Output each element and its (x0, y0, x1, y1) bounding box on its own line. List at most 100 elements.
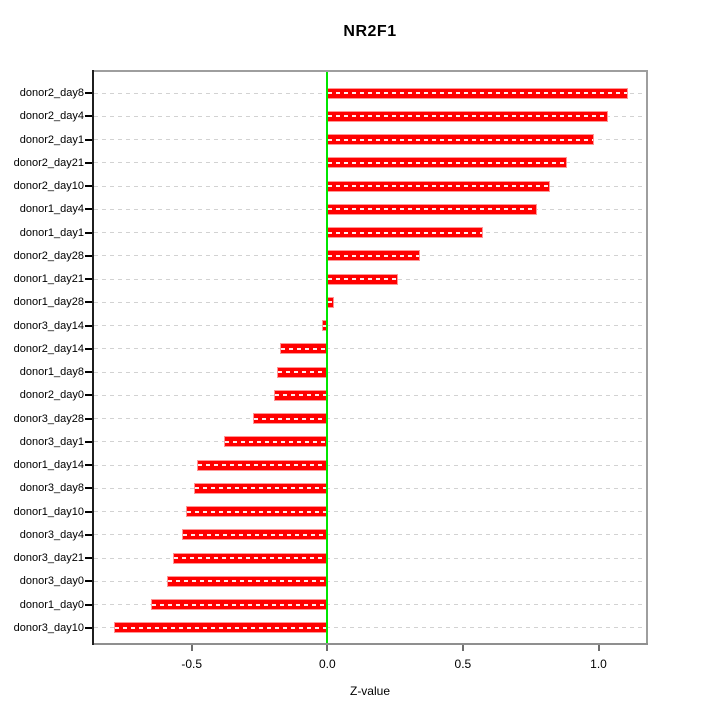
y-tick (85, 557, 92, 560)
bar-grid-overlay (225, 440, 327, 443)
category-label: donor1_day0 (19, 598, 84, 611)
category-label: donor1_day10 (13, 505, 84, 518)
category-label: donor2_day14 (13, 342, 84, 355)
bar-donor2_day8 (327, 87, 629, 99)
bar-donor1_day28 (327, 296, 335, 308)
category-label: donor2_day8 (19, 87, 84, 99)
gridline (94, 441, 646, 443)
bar-donor2_day14 (279, 343, 328, 355)
bar-grid-overlay (195, 487, 327, 490)
category-label: donor2_day28 (13, 249, 84, 262)
bar-donor1_day10 (186, 506, 328, 518)
y-tick (85, 278, 92, 281)
bar-grid-overlay (198, 464, 327, 467)
bar-donor2_day1 (327, 134, 595, 146)
bar-grid-overlay (328, 301, 334, 304)
y-axis-line (92, 70, 94, 645)
y-tick (85, 440, 92, 443)
category-label: donor1_day28 (13, 296, 84, 309)
gridline (94, 580, 646, 582)
category-label: donor1_day1 (19, 226, 84, 239)
category-label: donor3_day28 (13, 412, 84, 425)
gridline (94, 534, 646, 536)
bar-grid-overlay (278, 371, 327, 374)
y-tick (85, 394, 92, 397)
category-label: donor3_day1 (19, 435, 84, 448)
x-axis-title: Z-value (349, 684, 390, 698)
bar-donor1_day1 (327, 227, 484, 239)
bar-donor2_day4 (327, 110, 608, 122)
category-label: donor2_day0 (19, 389, 84, 402)
y-tick (85, 603, 92, 606)
x-tick (190, 645, 193, 651)
bar-grid-overlay (168, 580, 327, 583)
x-tick (461, 645, 464, 651)
category-label: donor2_day4 (19, 110, 84, 123)
y-tick (85, 626, 92, 629)
y-tick (85, 138, 92, 141)
category-label: donor2_day21 (13, 156, 84, 169)
category-label: donor2_day10 (13, 180, 84, 193)
plot-frame-right (646, 70, 648, 645)
x-tick-label: 0.5 (454, 657, 472, 671)
bar-grid-overlay (187, 510, 327, 513)
bar-donor2_day0 (274, 389, 328, 401)
gridline (94, 325, 646, 327)
bar-grid-overlay (328, 278, 397, 281)
y-tick (85, 347, 92, 350)
x-tick-label: 1.0 (590, 657, 607, 671)
y-tick (85, 464, 92, 467)
gridline (94, 627, 646, 629)
y-tick (85, 580, 92, 583)
bar-donor3_day21 (172, 552, 328, 564)
chart-title: NR2F1 (343, 23, 397, 40)
x-tick-label: -0.5 (181, 657, 203, 671)
bar-grid-overlay (328, 185, 549, 188)
category-label: donor1_day14 (13, 459, 84, 472)
y-tick (85, 417, 92, 420)
plot-frame-top (92, 70, 648, 72)
x-tick-label: 0.0 (318, 657, 336, 671)
bar-grid-overlay (280, 347, 327, 350)
bar-donor3_day0 (167, 575, 328, 587)
bar-donor1_day8 (277, 366, 328, 378)
y-tick (85, 92, 92, 94)
bar-grid-overlay (152, 603, 327, 606)
y-tick (85, 161, 92, 164)
zero-reference-line (326, 72, 329, 643)
gridline (94, 418, 646, 420)
category-label: donor2_day1 (19, 133, 84, 146)
x-tick (326, 645, 329, 651)
bar-grid-overlay (183, 533, 327, 536)
gridline (94, 301, 646, 303)
y-tick (85, 185, 92, 188)
plot-area (92, 70, 648, 645)
category-label: donor3_day10 (13, 621, 84, 634)
bar-donor3_day10 (114, 622, 328, 634)
bar-grid-overlay (328, 254, 419, 257)
x-tick (597, 645, 600, 651)
bar-donor1_day0 (151, 599, 328, 611)
y-tick (85, 208, 92, 211)
category-label: donor3_day14 (13, 319, 84, 332)
bar-grid-overlay (328, 92, 628, 94)
bar-donor2_day28 (327, 250, 420, 262)
gridline (94, 557, 646, 559)
category-label: donor3_day21 (13, 552, 84, 565)
bar-donor2_day10 (327, 180, 550, 192)
gridline (94, 464, 646, 466)
bar-grid-overlay (328, 231, 483, 234)
bar-donor3_day1 (224, 436, 328, 448)
bar-grid-overlay (275, 394, 327, 397)
bar-grid-overlay (322, 324, 327, 327)
y-tick (85, 231, 92, 234)
bar-grid-overlay (173, 557, 327, 560)
bar-grid-overlay (115, 626, 327, 629)
y-tick (85, 324, 92, 327)
gridline (94, 348, 646, 350)
category-label: donor1_day8 (19, 366, 84, 379)
y-tick (85, 301, 92, 304)
category-label: donor3_day0 (19, 575, 84, 588)
bar-grid-overlay (328, 138, 594, 141)
